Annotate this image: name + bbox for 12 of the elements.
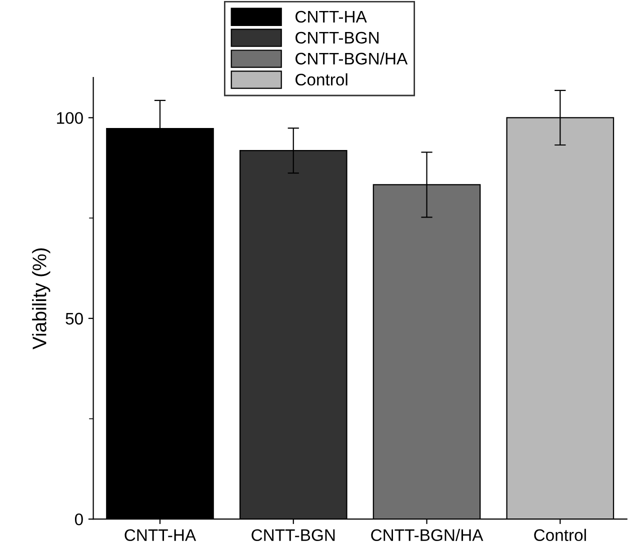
legend-label: CNTT-HA: [296, 10, 367, 23]
legend-label: CNTT-BGN: [296, 32, 379, 44]
y-tick-label: 0: [74, 514, 83, 526]
x-tick-label: CNTT-HA: [124, 529, 196, 542]
y-tick-label: 100: [57, 112, 83, 124]
x-tick-label: Control: [534, 528, 586, 542]
y-tick-label: 50: [66, 312, 83, 325]
legend-label: CNTT-BGN/HA: [296, 52, 408, 65]
x-tick-label: CNTT-BGN/HA: [371, 528, 484, 542]
y-axis-title: Viability (%): [32, 248, 50, 350]
x-tick-label: CNTT-BGN: [252, 529, 335, 542]
legend-label: Control: [296, 73, 348, 86]
